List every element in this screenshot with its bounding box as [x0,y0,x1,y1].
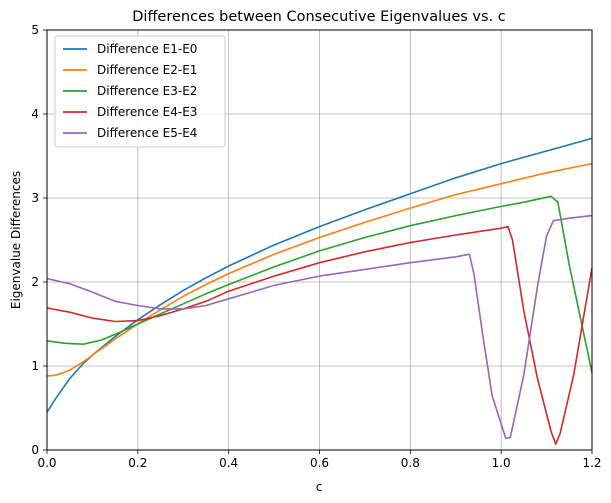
x-tick-label: 0.2 [128,456,147,470]
y-tick-label: 1 [31,359,39,373]
y-axis-label: Eigenvalue Differences [9,171,23,309]
x-tick-label: 1.2 [582,456,601,470]
series-line-4 [46,225,593,445]
x-tick-label: 1.0 [492,456,511,470]
y-tick-label: 5 [31,23,39,37]
y-tick-label: 3 [31,191,39,205]
x-tick-label: 0.8 [401,456,420,470]
y-tick-label: 0 [31,443,39,457]
legend-label: Difference E5-E4 [97,126,197,140]
legend-box [54,35,226,148]
legend-label: Difference E1-E0 [97,42,197,56]
series-line-2 [46,162,593,377]
legend: Difference E1-E0 Difference E2-E1 Differen… [54,35,226,148]
x-axis-label: c [316,480,323,494]
series-lines [46,137,593,445]
legend-label: Difference E4-E3 [97,105,197,119]
x-axis: 0.0 0.2 0.4 0.6 0.8 1.0 1.2 [37,450,602,470]
series-line-1 [46,137,593,413]
chart-title: Differences between Consecutive Eigenval… [132,9,506,25]
y-tick-label: 4 [31,107,39,121]
series-line-3 [46,195,593,373]
x-tick-label: 0.0 [37,456,56,470]
y-axis: 0 1 2 3 4 5 [31,23,47,457]
x-tick-label: 0.6 [310,456,329,470]
y-tick-label: 2 [31,275,39,289]
legend-label: Difference E3-E2 [97,84,197,98]
series-line-5 [46,214,593,439]
x-tick-label: 0.4 [219,456,238,470]
legend-label: Difference E2-E1 [97,63,197,77]
